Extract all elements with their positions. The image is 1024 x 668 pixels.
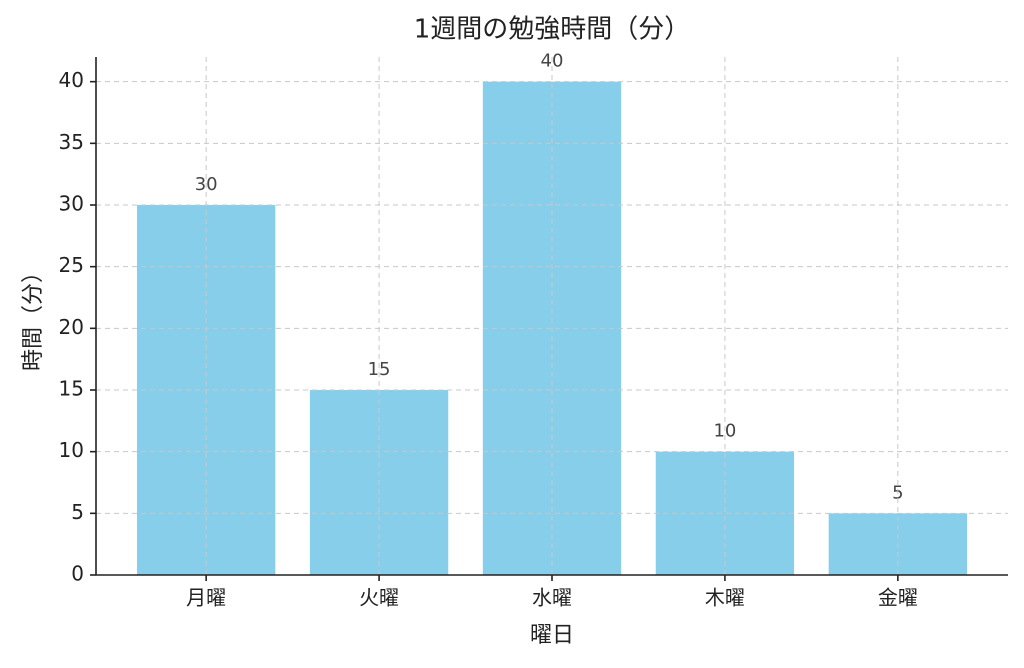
x-tick-label: 金曜 [878,586,918,610]
y-tick-label: 25 [59,253,84,277]
y-tick-label: 10 [59,438,84,462]
y-tick-label: 35 [59,130,84,154]
x-tick-label: 火曜 [359,586,399,610]
x-tick-label: 木曜 [705,586,745,610]
y-tick-label: 5 [71,500,84,524]
y-tick-label: 0 [71,562,84,586]
y-axis-label: 時間（分） [21,261,46,371]
y-tick-label: 20 [59,315,84,339]
x-tick-label: 月曜 [186,586,226,610]
x-axis-label: 曜日 [530,623,574,648]
y-tick-label: 40 [59,68,84,92]
x-tick-label: 水曜 [532,586,572,610]
y-tick-label: 30 [59,192,84,216]
y-tick-label: 15 [59,377,84,401]
chart-title: 1週間の勉強時間（分） [414,15,691,45]
data-label: 10 [713,421,736,442]
data-label: 15 [368,359,391,380]
